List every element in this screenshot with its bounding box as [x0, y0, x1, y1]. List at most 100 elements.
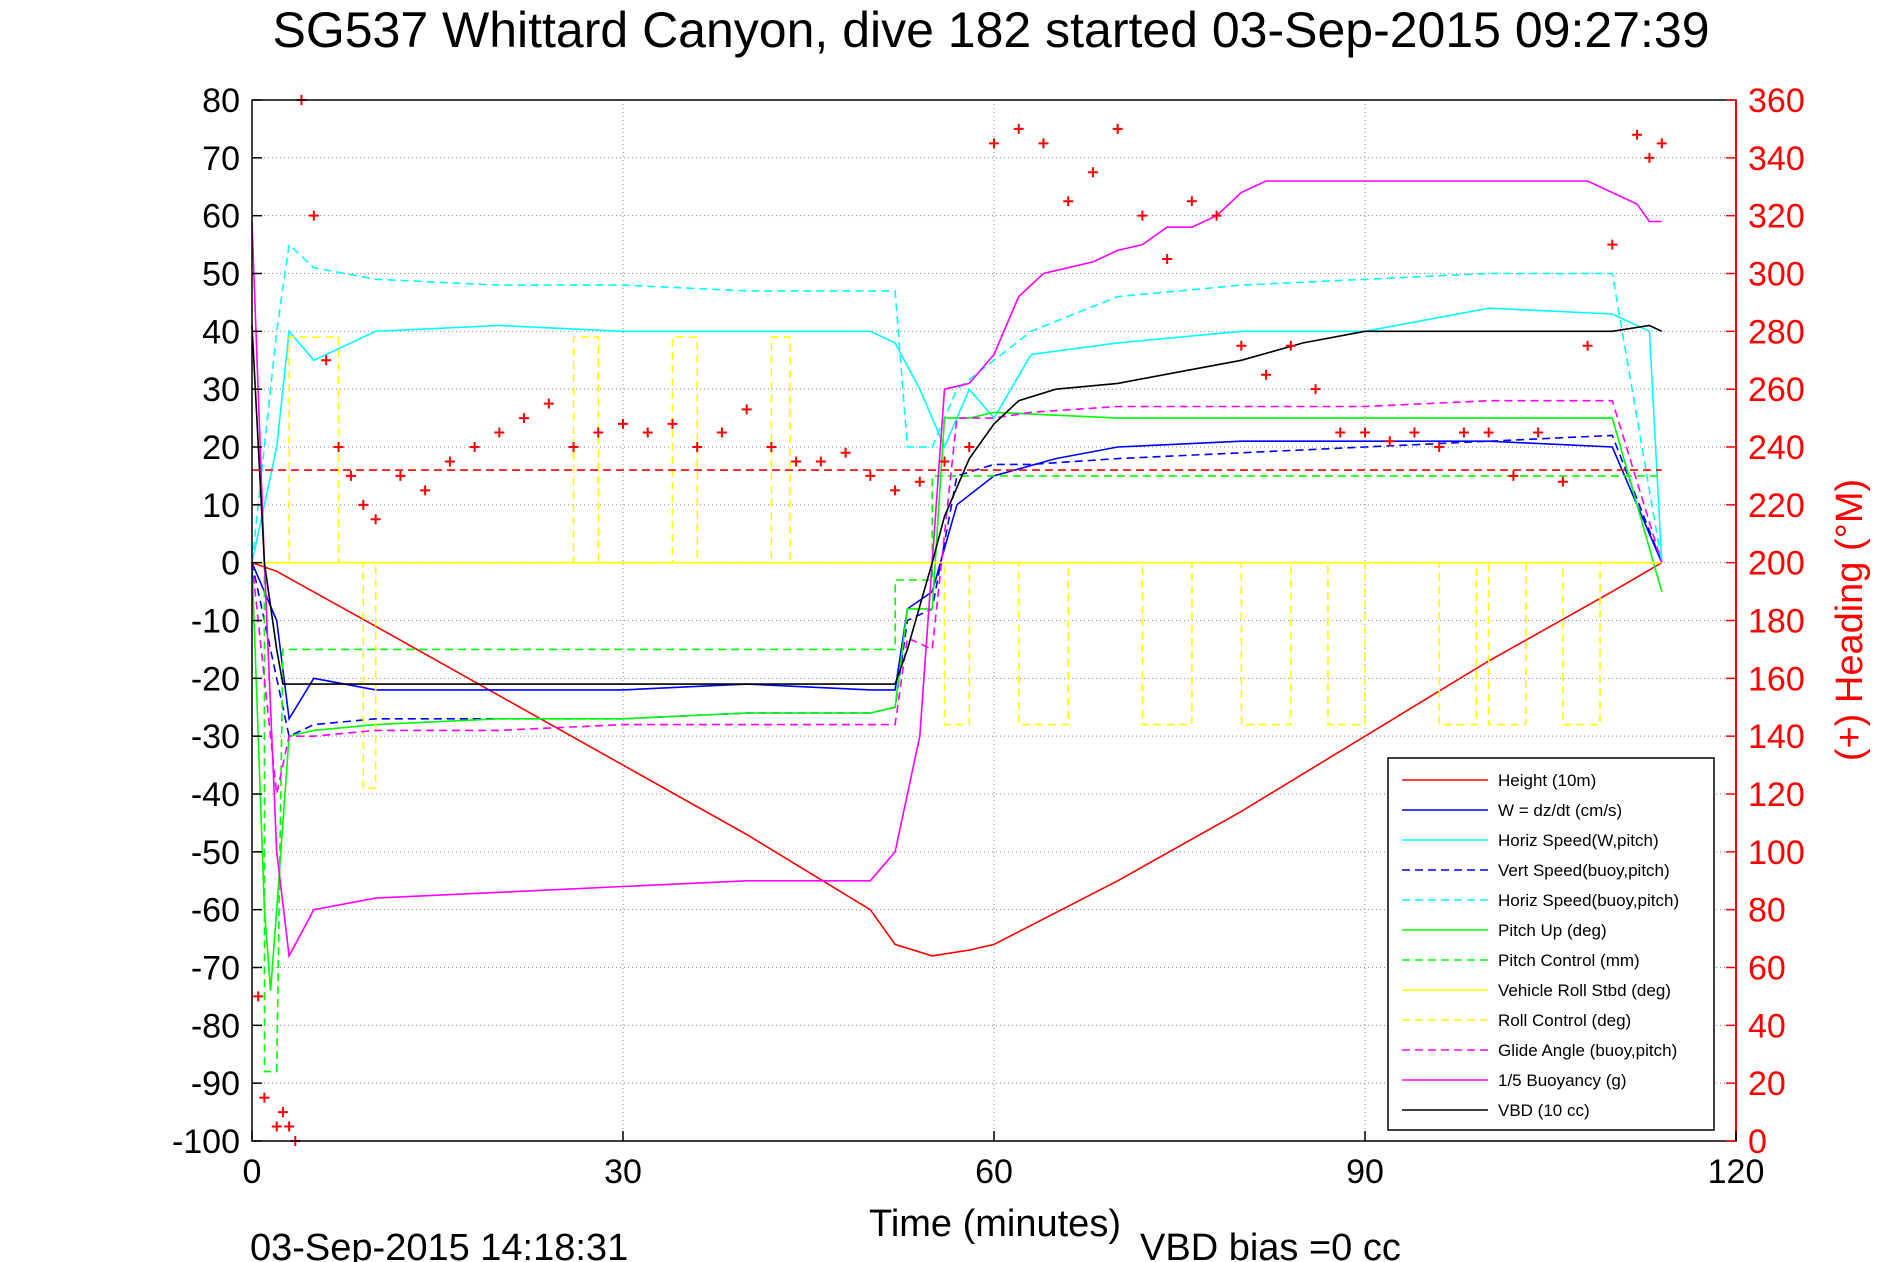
heading-point [1162, 254, 1173, 265]
y-tick-label: 0 [221, 545, 240, 583]
y-tick-label: -60 [191, 892, 240, 930]
heading-point [1360, 427, 1370, 438]
heading-point [1087, 167, 1098, 178]
heading-point [1186, 196, 1197, 207]
heading-point [1236, 340, 1247, 351]
y2-tick-label: 320 [1748, 198, 1805, 236]
heading-point [1384, 436, 1395, 447]
y2-tick-label: 100 [1748, 834, 1805, 872]
y2-tick-label: 40 [1748, 1007, 1786, 1045]
heading-point [1508, 470, 1519, 481]
y-tick-label: -90 [191, 1065, 240, 1103]
y2-tick-label: 60 [1748, 950, 1786, 988]
x-tick-label: 90 [1346, 1153, 1384, 1191]
legend-entry-label: Roll Control (deg) [1498, 1011, 1631, 1030]
legend-entry-label: W = dz/dt (cm/s) [1498, 801, 1622, 820]
heading-point [692, 442, 703, 452]
legend-entry-label: Pitch Control (mm) [1498, 951, 1640, 970]
heading-point [1211, 210, 1222, 221]
y-tick-label: -20 [191, 660, 240, 698]
heading-point [271, 1121, 282, 1132]
heading-point [716, 427, 727, 438]
y-tick-label: 80 [202, 82, 240, 120]
heading-point [259, 1092, 270, 1103]
heading-point [1434, 442, 1445, 452]
y-tick-label: 10 [202, 487, 240, 525]
heading-point [1607, 239, 1618, 250]
heading-point [1038, 138, 1049, 149]
y2-tick-label: 80 [1748, 892, 1786, 930]
heading-point [964, 442, 975, 452]
series-line-2 [251, 307, 1663, 563]
y2-tick-label: 160 [1748, 660, 1805, 698]
legend: Height (10m) W = dz/dt (cm/s) Horiz Speed(… [1387, 757, 1715, 1131]
y-tick-label: -80 [191, 1007, 240, 1045]
y-tick-label: 20 [202, 429, 240, 467]
y-axis-right: 0 20 40 60 80 100 120 140 160 180 200 220 240 260 280 3… [1726, 82, 1805, 1161]
series-line-10 [251, 180, 1662, 959]
series-line-5 [251, 411, 1663, 991]
heading-point [494, 427, 505, 438]
heading-point [989, 138, 999, 149]
y2-tick-label: 140 [1748, 718, 1805, 756]
legend-box [1387, 757, 1715, 1131]
y-tick-label: -10 [191, 603, 240, 641]
y2-tick-label: 260 [1748, 371, 1805, 409]
plot-series [251, 95, 1667, 1146]
legend-entry-label: Vert Speed(buoy,pitch) [1498, 861, 1670, 880]
heading-point [321, 355, 332, 366]
heading-point [358, 499, 369, 510]
heading-point [1458, 427, 1469, 438]
heading-point [1483, 427, 1494, 438]
heading-point [1261, 369, 1272, 380]
heading-point [667, 418, 678, 429]
heading-point [277, 1107, 288, 1118]
heading-point [914, 476, 925, 487]
heading-point [444, 456, 455, 467]
heading-point [766, 442, 777, 452]
heading-point [815, 456, 826, 467]
series-line-11 [251, 324, 1663, 685]
heading-point [840, 447, 851, 458]
heading-point [1644, 152, 1655, 163]
y-tick-label: 60 [202, 198, 240, 236]
x-tick-label: 120 [1708, 1153, 1765, 1191]
heading-point [333, 442, 344, 452]
heading-point [1632, 129, 1643, 140]
heading-point [642, 427, 653, 438]
y-tick-label: 70 [202, 140, 240, 178]
y-tick-label: -50 [191, 834, 240, 872]
y-tick-label: 40 [202, 313, 240, 351]
x-tick-label: 60 [975, 1153, 1013, 1191]
legend-entry-label: Horiz Speed(W,pitch) [1498, 831, 1659, 850]
y2-tick-label: 240 [1748, 429, 1805, 467]
y-tick-label: -100 [172, 1123, 240, 1161]
heading-point [284, 1121, 295, 1132]
series-line-3 [251, 434, 1663, 738]
heading-point [345, 470, 356, 481]
series-line-9 [251, 399, 1663, 795]
heading-point [1112, 123, 1123, 134]
heading-point [1582, 340, 1593, 351]
x-tick-label: 0 [243, 1153, 262, 1191]
y-tick-label: -30 [191, 718, 240, 756]
y2-tick-label: 0 [1748, 1123, 1767, 1161]
heading-point [1285, 340, 1296, 351]
y2-tick-label: 300 [1748, 256, 1805, 294]
legend-entry-label: Pitch Up (deg) [1498, 921, 1607, 940]
heading-point [308, 210, 319, 221]
heading-point [890, 485, 901, 496]
y2-tick-label: 340 [1748, 140, 1805, 178]
heading-point [1557, 476, 1568, 487]
x-tick-label: 30 [604, 1153, 642, 1191]
heading-point [741, 404, 752, 415]
heading-point [791, 456, 802, 467]
y2-tick-label: 360 [1748, 82, 1805, 120]
heading-point [1013, 123, 1024, 134]
legend-entry-label: Horiz Speed(buoy,pitch) [1498, 891, 1679, 910]
y-axis-right-label: (+) Heading (°M) [1829, 479, 1871, 761]
heading-point [543, 398, 554, 409]
heading-point [939, 456, 950, 467]
y2-tick-label: 120 [1748, 776, 1805, 814]
